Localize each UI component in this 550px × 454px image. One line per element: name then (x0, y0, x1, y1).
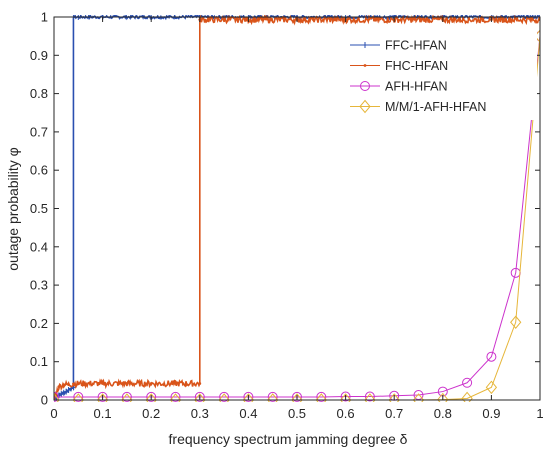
data-point (194, 393, 206, 402)
data-point (242, 393, 255, 402)
x-tick-label: 0.9 (482, 406, 500, 421)
data-point (485, 380, 498, 395)
legend-box (343, 32, 537, 120)
data-point (198, 382, 202, 385)
data-point (219, 391, 230, 402)
data-point (218, 393, 230, 402)
legend-label: FFC-HFAN (385, 39, 447, 53)
x-tick-label: 1 (536, 406, 543, 421)
data-point (72, 382, 75, 386)
data-point (97, 391, 108, 402)
legend-marker (360, 81, 370, 91)
data-point (339, 393, 352, 402)
legend-label: M/M/1-AFH-HFAN (385, 100, 486, 114)
data-point (316, 391, 327, 402)
y-tick-label: 0.6 (30, 163, 48, 178)
data-point (292, 391, 302, 402)
data-point (364, 391, 375, 402)
y-tick-label: 0.8 (30, 86, 48, 101)
y-tick-label: 0.9 (30, 48, 48, 63)
y-tick-label: 1 (41, 10, 48, 25)
data-point (243, 391, 254, 402)
y-tick-label: 0.1 (30, 354, 48, 369)
data-point (315, 393, 327, 402)
y-tick-label: 0.2 (30, 316, 48, 331)
axes: 0 0.1 0.2 0.3 0.4 0.5 0.6 0.7 0.8 0.9 1 0 0.1 0.2 0.3 0… (30, 10, 544, 422)
data-point (96, 393, 109, 402)
x-tick-label: 0.7 (385, 406, 403, 421)
legend-marker (359, 99, 371, 114)
data-point (388, 393, 400, 402)
legend-marker (363, 64, 367, 67)
data-point (461, 391, 473, 402)
legend: FFC-HFAN FHC-HFAN AFH-HFAN M/M/1-AFH-HFAN (343, 32, 537, 120)
data-point (291, 393, 303, 402)
legend-label: AFH-HFAN (385, 80, 448, 94)
data-point (462, 377, 473, 388)
x-tick-label: 0.1 (94, 406, 112, 421)
data-point (412, 393, 425, 402)
data-point (170, 391, 181, 402)
data-point (146, 391, 157, 402)
data-point (364, 393, 376, 402)
x-tick-label: 0 (50, 406, 57, 421)
y-tick-label: 0.7 (30, 124, 48, 139)
data-point (62, 383, 66, 387)
data-point (267, 391, 278, 402)
data-point (125, 382, 129, 385)
y-tick-label: 0.5 (30, 201, 48, 216)
data-point (121, 391, 132, 402)
data-point (73, 391, 84, 402)
data-point (174, 382, 177, 385)
x-axis-label: frequency spectrum jamming degree δ (169, 431, 408, 447)
data-point (194, 391, 205, 402)
data-point (340, 391, 351, 402)
data-point (54, 391, 59, 402)
y-tick-label: 0.4 (30, 239, 48, 254)
data-point (437, 392, 449, 402)
data-point (72, 393, 84, 402)
data-point (145, 393, 157, 402)
data-point (169, 393, 182, 402)
x-tick-label: 0.6 (337, 406, 355, 421)
y-tick-label: 0 (41, 393, 48, 408)
x-tick-label: 0.4 (239, 406, 257, 421)
legend-marker (362, 42, 368, 48)
x-tick-label: 0.8 (434, 406, 452, 421)
x-tick-label: 0.5 (288, 406, 306, 421)
y-tick-label: 0.3 (30, 278, 48, 293)
data-point (121, 393, 133, 402)
data-point (54, 393, 60, 402)
y-axis-label: outage probability φ (5, 147, 21, 271)
data-point (67, 383, 70, 387)
data-point (57, 385, 61, 388)
data-point (101, 382, 104, 385)
x-tick-label: 0.2 (142, 406, 160, 421)
data-point (486, 351, 497, 362)
data-point (510, 315, 522, 330)
data-point (76, 382, 80, 385)
legend-label: FHC-HFAN (385, 59, 448, 73)
data-point (149, 382, 153, 385)
x-tick-label: 0.3 (191, 406, 209, 421)
data-point (267, 393, 279, 402)
